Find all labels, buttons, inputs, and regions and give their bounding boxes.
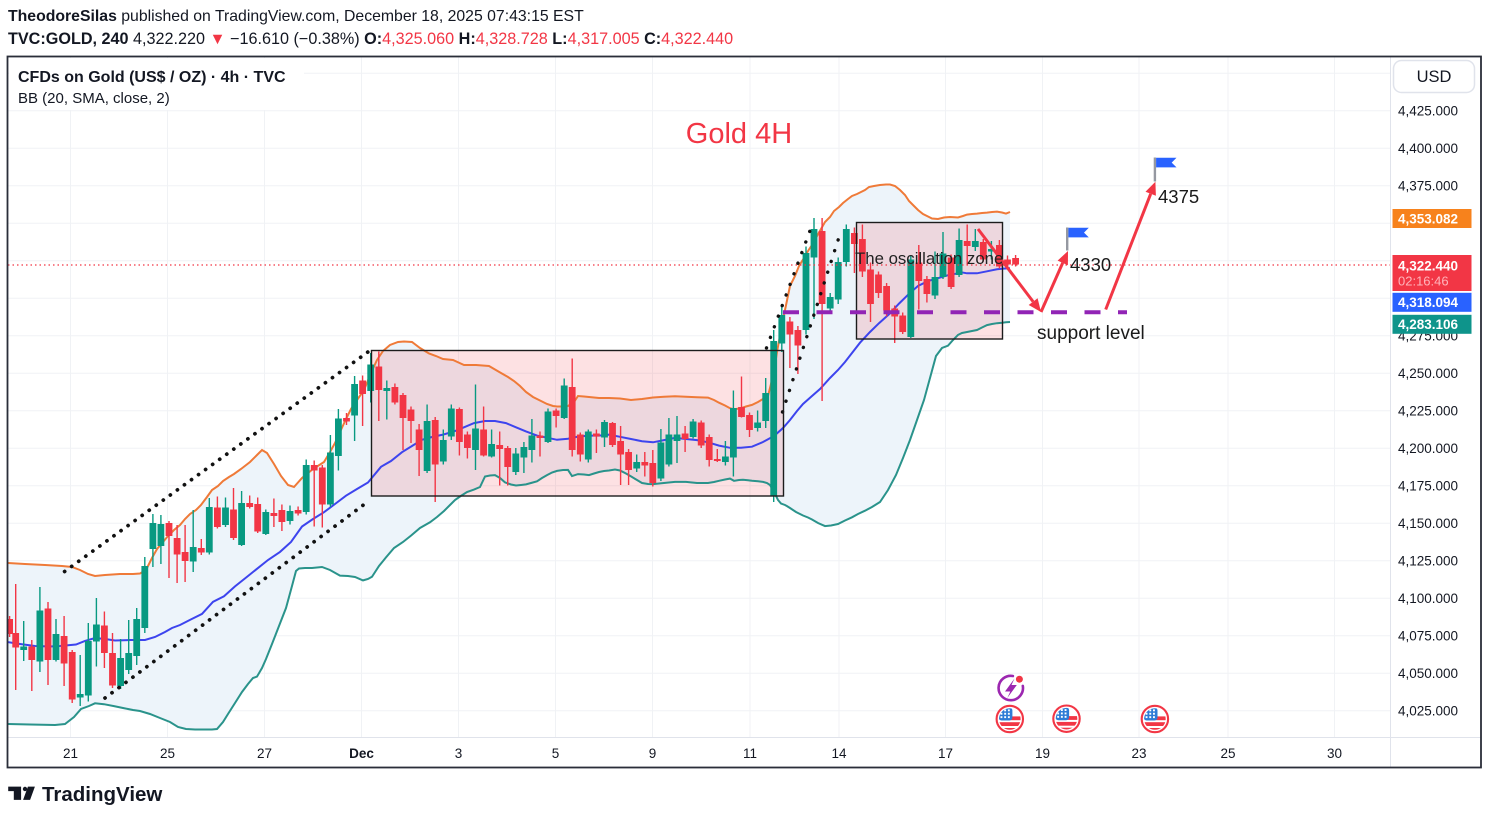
svg-text:4,125.000: 4,125.000 bbox=[1398, 554, 1458, 569]
svg-text:3: 3 bbox=[455, 746, 463, 761]
svg-text:23: 23 bbox=[1131, 746, 1146, 761]
svg-text:11: 11 bbox=[743, 746, 757, 761]
svg-text:4,075.000: 4,075.000 bbox=[1398, 629, 1458, 644]
svg-text:17: 17 bbox=[938, 746, 953, 761]
svg-text:30: 30 bbox=[1327, 746, 1342, 761]
svg-text:4,150.000: 4,150.000 bbox=[1398, 516, 1458, 531]
svg-text:4,400.000: 4,400.000 bbox=[1398, 141, 1458, 156]
svg-text:4,283.106: 4,283.106 bbox=[1398, 317, 1459, 332]
svg-text:TVC:GOLD, 240 4,322.220 ▼ −16.: TVC:GOLD, 240 4,322.220 ▼ −16.610 (−0.38… bbox=[8, 30, 733, 48]
svg-text:BB (20, SMA, close, 2): BB (20, SMA, close, 2) bbox=[18, 90, 170, 107]
svg-text:TheodoreSilas published on Tra: TheodoreSilas published on TradingView.c… bbox=[8, 8, 584, 25]
svg-text:The oscillation zone: The oscillation zone bbox=[855, 249, 1003, 268]
svg-text:4,025.000: 4,025.000 bbox=[1398, 704, 1458, 719]
svg-text:4,353.082: 4,353.082 bbox=[1398, 211, 1458, 226]
svg-text:4330: 4330 bbox=[1070, 254, 1111, 275]
svg-text:9: 9 bbox=[649, 746, 657, 761]
svg-text:25: 25 bbox=[160, 746, 175, 761]
svg-text:14: 14 bbox=[831, 746, 847, 761]
svg-text:4,318.094: 4,318.094 bbox=[1398, 295, 1459, 310]
svg-text:4,375.000: 4,375.000 bbox=[1398, 179, 1458, 194]
svg-text:USD: USD bbox=[1417, 68, 1452, 86]
svg-text:Gold 4H: Gold 4H bbox=[686, 118, 792, 150]
svg-text:4,100.000: 4,100.000 bbox=[1398, 591, 1458, 606]
svg-text:4,050.000: 4,050.000 bbox=[1398, 666, 1458, 681]
svg-text:CFDs on Gold (US$ / OZ) · 4h ·: CFDs on Gold (US$ / OZ) · 4h · TVC bbox=[18, 69, 286, 86]
svg-text:19: 19 bbox=[1035, 746, 1050, 761]
svg-text:02:16:46: 02:16:46 bbox=[1398, 274, 1449, 289]
svg-text:support level: support level bbox=[1037, 323, 1145, 344]
svg-text:4375: 4375 bbox=[1158, 186, 1199, 207]
svg-text:4,200.000: 4,200.000 bbox=[1398, 441, 1458, 456]
svg-text:4,225.000: 4,225.000 bbox=[1398, 404, 1458, 419]
svg-text:4,322.440: 4,322.440 bbox=[1398, 259, 1458, 274]
svg-text:Dec: Dec bbox=[349, 746, 374, 761]
svg-text:21: 21 bbox=[63, 746, 78, 761]
svg-text:25: 25 bbox=[1220, 746, 1235, 761]
svg-text:4,425.000: 4,425.000 bbox=[1398, 104, 1458, 119]
svg-text:27: 27 bbox=[257, 746, 272, 761]
svg-text:TradingView: TradingView bbox=[42, 783, 162, 806]
svg-text:4,175.000: 4,175.000 bbox=[1398, 479, 1458, 494]
svg-text:5: 5 bbox=[552, 746, 560, 761]
svg-text:4,250.000: 4,250.000 bbox=[1398, 366, 1458, 381]
